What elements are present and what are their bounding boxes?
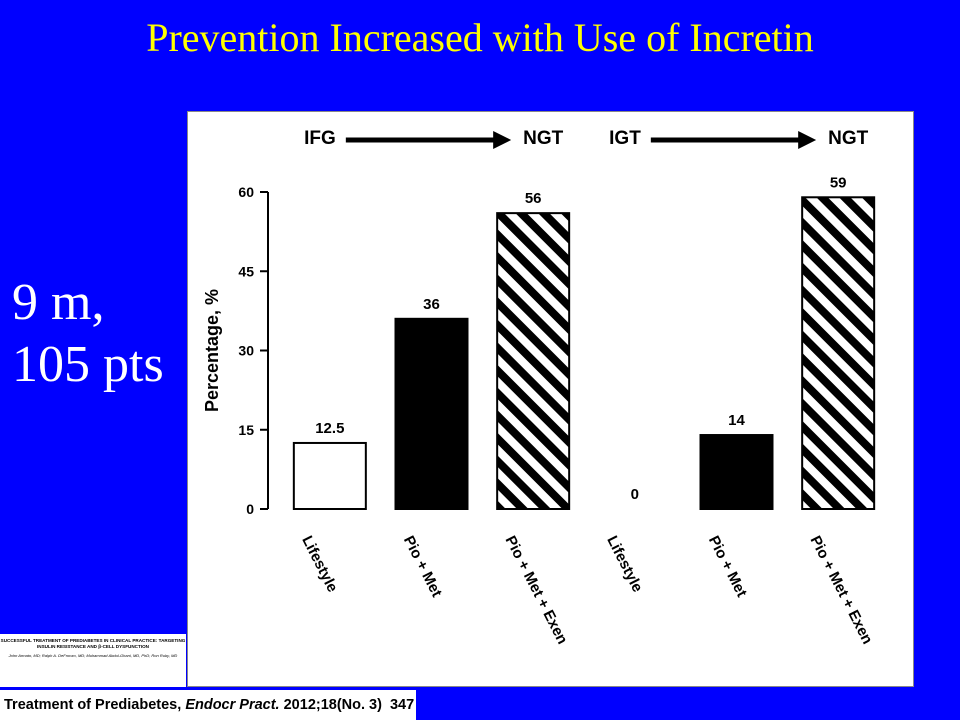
group-from-label: IFG — [304, 128, 336, 149]
x-category-label: Pio + Met + Exen — [807, 533, 876, 647]
citation-suffix: 2012;18(No. 3) — [279, 697, 382, 713]
arrow-head-icon — [798, 131, 817, 149]
arrow-head-icon — [493, 131, 512, 149]
bar-2 — [394, 317, 469, 510]
slide-title: Prevention Increased with Use of Increti… — [146, 15, 814, 60]
study-patients: 105 pts — [12, 336, 164, 393]
data-label: 36 — [423, 296, 440, 313]
group-to-label: NGT — [523, 128, 564, 149]
bar-chart: 0 15 30 45 60 Percentage, % 12.5 Lifestyle 36 Pio… — [202, 128, 876, 647]
data-label: 12.5 — [315, 420, 344, 437]
data-label: 59 — [830, 174, 847, 191]
citation-prefix: Treatment of Prediabetes, — [4, 697, 186, 713]
citation-page: 347 — [389, 697, 415, 713]
bar-5 — [699, 434, 774, 510]
study-info: 9 m, 105 pts — [12, 272, 164, 396]
y-axis-label: Percentage, % — [202, 289, 222, 412]
data-label: 56 — [525, 190, 542, 207]
chart-panel: 0 15 30 45 60 Percentage, % 12.5 Lifestyle 36 Pio… — [187, 111, 914, 687]
data-label: 14 — [728, 412, 745, 429]
group-to-label: NGT — [828, 128, 869, 149]
x-category-label: Pio + Met — [400, 533, 445, 600]
y-tick-label: 30 — [238, 343, 254, 359]
y-tick-label: 0 — [246, 501, 254, 517]
y-tick-label: 60 — [238, 184, 254, 200]
bar-3 — [496, 212, 571, 510]
x-category-label: Lifestyle — [603, 533, 646, 595]
x-category-label: Pio + Met — [705, 533, 750, 600]
x-category-label: Lifestyle — [298, 533, 341, 595]
study-duration: 9 m, — [12, 274, 105, 331]
reference-thumbnail: SUCCESSFUL TREATMENT OF PREDIABETES IN C… — [0, 634, 186, 687]
y-tick-label: 45 — [238, 263, 254, 279]
bar-1 — [292, 441, 367, 511]
reference-thumb-authors: John Armato, MD; Ralph A. DeFronzo, MD; … — [8, 653, 178, 658]
reference-thumb-title: SUCCESSFUL TREATMENT OF PREDIABETES IN C… — [0, 638, 186, 649]
y-tick-label: 15 — [238, 422, 254, 438]
bar-6 — [801, 196, 876, 511]
group-from-label: IGT — [609, 128, 641, 149]
citation-bar: Treatment of Prediabetes, Endocr Pract. … — [0, 690, 416, 720]
data-label: 0 — [631, 486, 639, 503]
citation-journal: Endocr Pract. — [185, 697, 280, 713]
x-category-label: Pio + Met + Exen — [502, 533, 571, 647]
